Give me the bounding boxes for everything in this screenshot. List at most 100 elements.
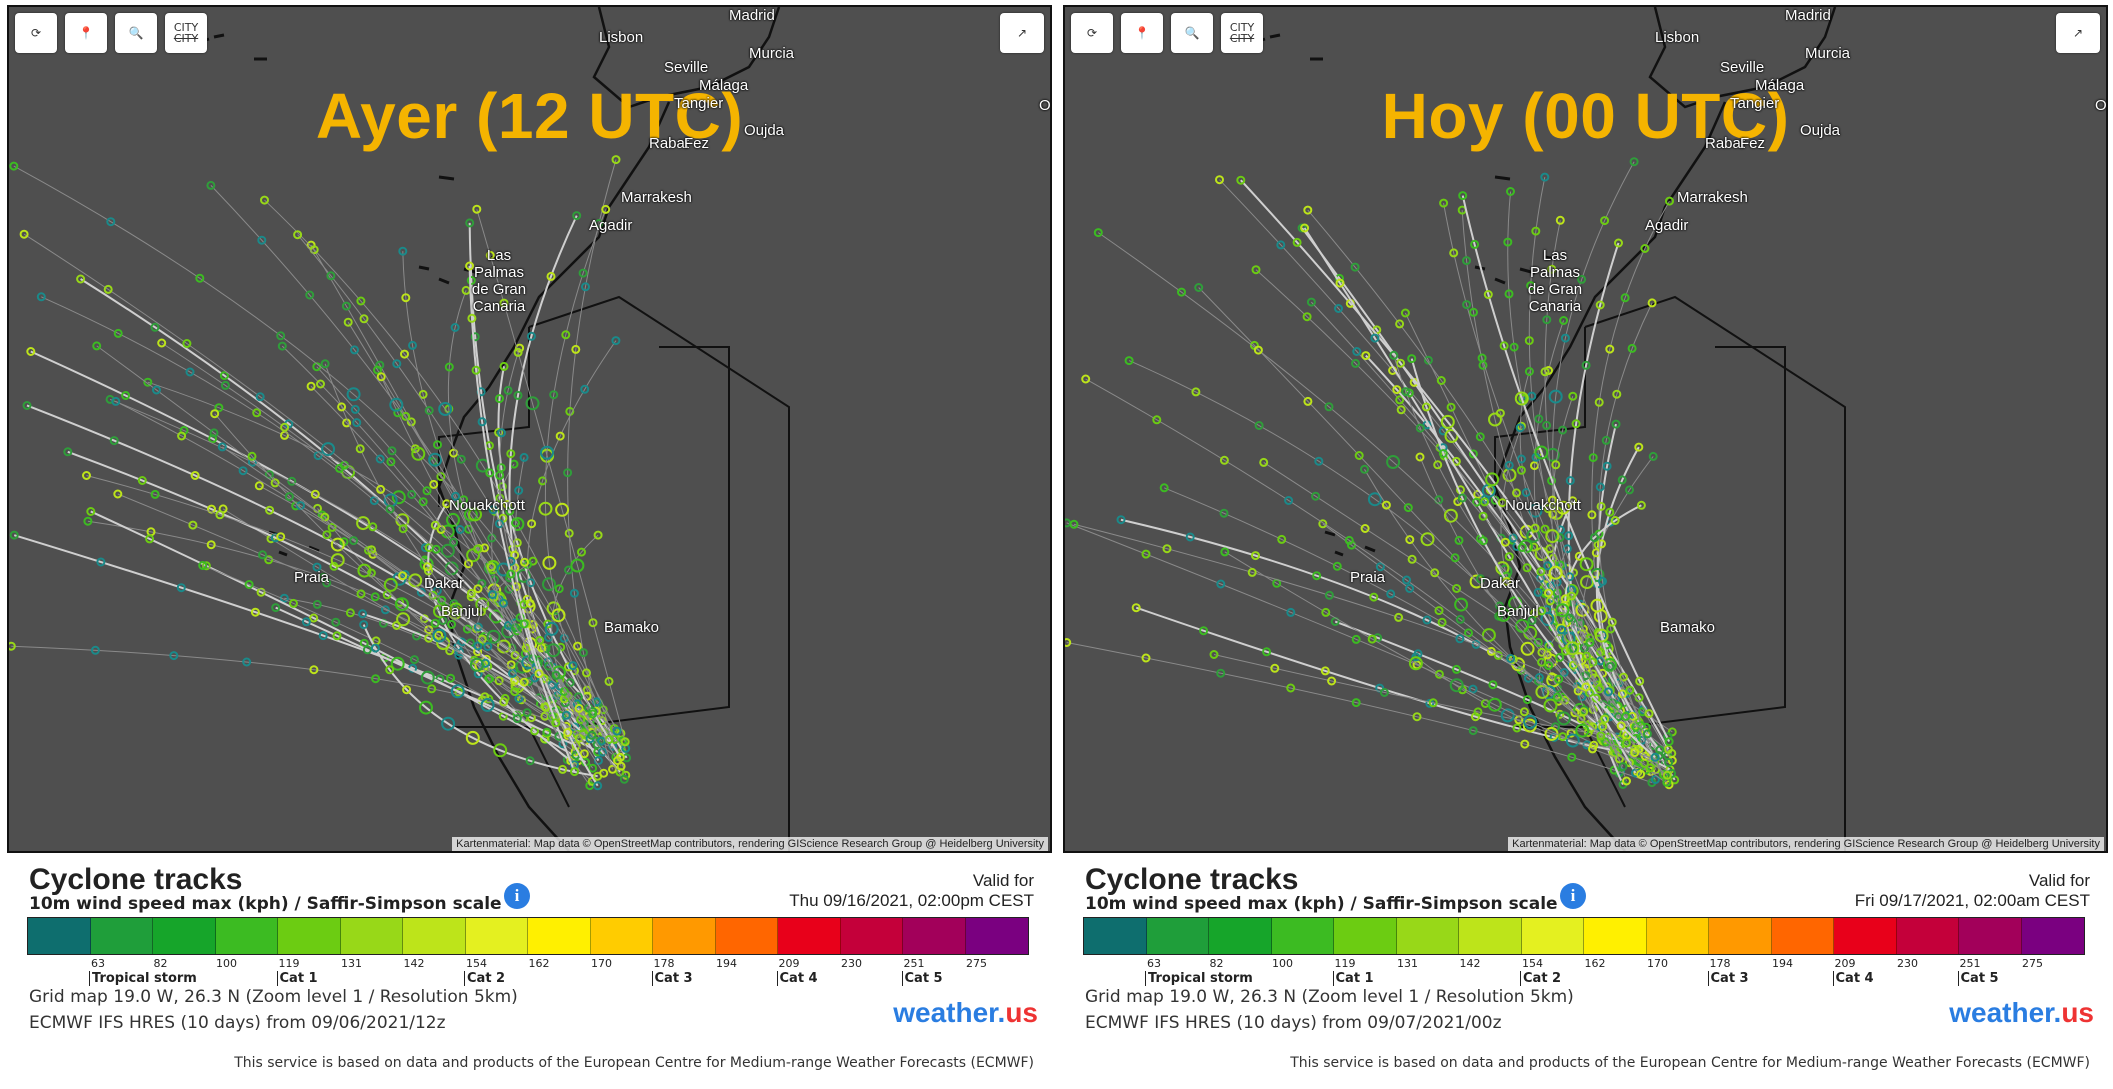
track-point — [177, 431, 187, 441]
track-line — [497, 366, 622, 758]
track-point — [1596, 731, 1606, 741]
track-point — [1540, 367, 1550, 377]
track-point — [519, 619, 529, 629]
track-line — [514, 457, 575, 765]
track-point — [109, 436, 119, 446]
track-point — [76, 274, 86, 284]
track-point — [1081, 374, 1091, 384]
track-point — [1580, 575, 1594, 590]
track-point — [150, 322, 160, 332]
track-point — [620, 737, 630, 747]
track-point — [473, 641, 483, 651]
track-point — [1640, 244, 1650, 253]
track-point — [1369, 592, 1379, 602]
track-point — [26, 347, 36, 356]
track-point — [1496, 607, 1511, 622]
border-mali — [1624, 346, 1786, 728]
track-point — [1515, 618, 1530, 633]
share-button[interactable]: ↗ — [1000, 13, 1044, 53]
map-attribution[interactable]: Kartenmaterial: Map data © OpenStreetMap… — [452, 837, 1048, 851]
track-point — [546, 643, 561, 658]
track-point — [485, 468, 495, 478]
info-icon[interactable]: i — [1560, 883, 1586, 909]
track-point — [1545, 529, 1560, 544]
track-point — [515, 613, 525, 623]
city-label-7: Marrakesh — [621, 189, 692, 206]
track-point — [1439, 198, 1449, 208]
city-label-14: Bamako — [604, 619, 660, 636]
zoom-button[interactable]: 🔍 — [115, 13, 157, 53]
track-point — [1577, 274, 1587, 284]
track-point — [1152, 415, 1162, 425]
track-point — [592, 697, 602, 707]
track-point — [188, 520, 198, 530]
track-point — [1318, 519, 1328, 529]
track-point — [182, 339, 192, 348]
weather-us-logo[interactable]: weather.us — [1949, 997, 2094, 1028]
map-attribution[interactable]: Kartenmaterial: Map data © OpenStreetMap… — [1508, 837, 2104, 851]
track-point — [1630, 748, 1640, 758]
track-point — [509, 459, 519, 469]
track-point — [1594, 628, 1609, 643]
city-toggle-button[interactable]: CITY CITY — [1221, 13, 1263, 53]
track-point — [1519, 707, 1529, 717]
track-point — [522, 708, 532, 718]
track-point — [588, 618, 598, 628]
city-toggle-button[interactable]: CITY CITY — [165, 13, 207, 53]
info-icon[interactable]: i — [504, 883, 530, 909]
scale-swatch — [1334, 918, 1397, 954]
weather-us-logo[interactable]: weather.us — [893, 997, 1038, 1028]
track-point — [493, 743, 508, 758]
track-point — [1556, 500, 1570, 515]
track-point — [570, 558, 585, 573]
track-point — [1327, 676, 1337, 686]
zoom-button[interactable]: 🔍 — [1171, 13, 1213, 53]
refresh-button[interactable]: ⟳ — [15, 13, 57, 53]
track-point — [524, 677, 534, 687]
refresh-button[interactable]: ⟳ — [1071, 13, 1113, 53]
track-point — [1437, 617, 1447, 627]
track-point — [265, 505, 275, 515]
map-view[interactable]: ⟳ 📍 🔍 CITY CITY ↗ Ayer (12 UTC) Lisbon Se… — [7, 5, 1052, 853]
track-point — [1351, 634, 1361, 644]
track-point — [209, 428, 219, 438]
track-point — [244, 580, 254, 589]
track-point — [496, 639, 511, 654]
track-point — [1141, 653, 1151, 663]
scale-swatch — [1146, 918, 1209, 954]
track-point — [257, 235, 267, 245]
scale-tick: 194 — [716, 957, 737, 970]
track-point — [437, 595, 447, 605]
scale-swatch — [528, 918, 591, 954]
track-point — [1324, 590, 1334, 600]
track-point — [398, 524, 408, 534]
track-point — [456, 454, 466, 464]
track-point — [1370, 333, 1380, 343]
track-point — [409, 655, 419, 665]
track-point — [418, 389, 428, 399]
track-point — [1567, 591, 1576, 601]
track-point — [1351, 358, 1360, 368]
location-button[interactable]: 📍 — [1121, 13, 1163, 53]
track-point — [488, 590, 497, 600]
track-line — [491, 463, 591, 786]
track-point — [588, 709, 598, 719]
share-button[interactable]: ↗ — [2056, 13, 2100, 53]
location-button[interactable]: 📍 — [65, 13, 107, 53]
track-point — [1367, 634, 1377, 644]
map-view[interactable]: ⟳ 📍 🔍 CITY CITY ↗ Hoy (00 UTC) Lisbon Sev… — [1063, 5, 2108, 853]
city-label-3: Tangier — [674, 95, 724, 112]
track-point — [350, 404, 360, 414]
track-point — [106, 217, 116, 227]
track-point — [1536, 567, 1546, 577]
track-point — [1665, 196, 1674, 206]
track-point — [1475, 432, 1485, 442]
track-line — [23, 233, 624, 744]
track-point — [1392, 385, 1402, 395]
scale-swatch — [1209, 918, 1272, 954]
track-point — [1464, 628, 1473, 638]
track-point — [1286, 607, 1296, 617]
track-point — [316, 379, 325, 389]
map-canvas — [9, 7, 790, 851]
track-point — [484, 674, 494, 684]
